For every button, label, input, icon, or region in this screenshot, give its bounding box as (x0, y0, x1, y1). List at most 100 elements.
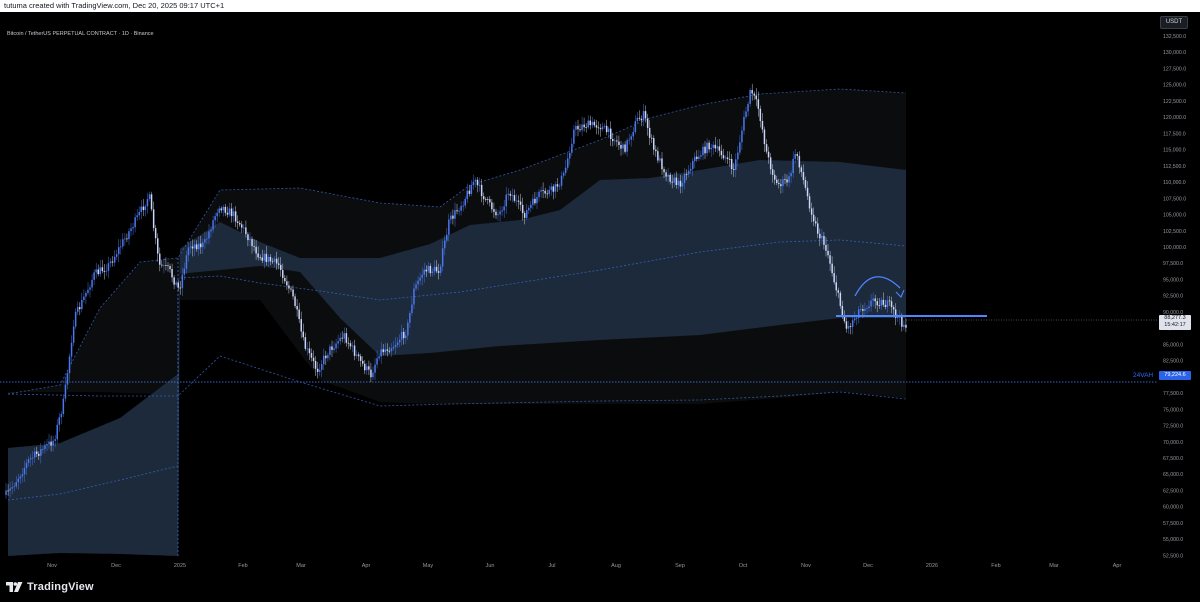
candle (124, 233, 126, 246)
candle (837, 287, 839, 299)
candle (784, 173, 786, 185)
candle (191, 239, 194, 257)
candle (831, 256, 833, 277)
candlesticks (5, 83, 907, 499)
candle (347, 337, 350, 349)
candle (204, 231, 206, 250)
candle (154, 224, 157, 245)
candle (575, 121, 577, 137)
candle (657, 147, 659, 164)
time-tick-label: Sep (675, 563, 685, 569)
candle (128, 228, 130, 246)
tradingview-logo[interactable]: TradingView (6, 580, 94, 594)
candle (294, 293, 296, 309)
currency-badge[interactable]: USDT (1160, 16, 1188, 29)
candle (872, 292, 874, 307)
price-scale[interactable]: 132,500.0 130,000.0 127,500.0 125,000.0 122,… (1163, 34, 1186, 559)
candle (148, 191, 151, 202)
symbol-legend[interactable]: Bitcoin / TetherUS PERPETUAL CONTRACT · … (7, 31, 154, 37)
candle (284, 274, 286, 284)
time-tick-label: Dec (863, 563, 873, 569)
candle (495, 208, 497, 219)
candle (343, 327, 345, 344)
candle (630, 134, 632, 147)
candle (15, 476, 17, 489)
candle (292, 285, 294, 300)
candle (306, 342, 309, 356)
candle (169, 263, 171, 273)
candle (671, 174, 673, 189)
candle (874, 294, 876, 309)
time-tick-label: Apr (362, 563, 371, 569)
candle (9, 482, 11, 498)
candle (331, 340, 333, 357)
volume-profile-bands (8, 89, 906, 556)
candle (607, 126, 610, 139)
candle (130, 223, 132, 237)
candle (823, 232, 825, 250)
candle (359, 353, 362, 367)
candle (115, 249, 118, 260)
candle (136, 209, 138, 221)
candle (501, 206, 503, 216)
candle (694, 152, 696, 169)
candle (689, 162, 692, 174)
candle (815, 216, 817, 227)
candle (458, 207, 460, 216)
candle (400, 324, 403, 346)
arc-drawing[interactable] (854, 276, 901, 297)
candle (704, 141, 706, 160)
candle (255, 240, 257, 260)
candle (696, 150, 698, 162)
candle (687, 165, 690, 178)
candle (150, 191, 153, 212)
candle (503, 199, 505, 218)
candle (277, 257, 280, 270)
candle (774, 170, 776, 185)
candle (564, 159, 567, 176)
candle (905, 318, 907, 333)
candle (429, 263, 432, 277)
candle (757, 91, 760, 117)
candle (68, 353, 71, 381)
price-chart[interactable]: 132,500.0 130,000.0 127,500.0 125,000.0 122,… (0, 12, 1200, 572)
candle (357, 352, 360, 362)
candle (558, 183, 561, 190)
vah-line-label: 24VAH (1133, 372, 1154, 379)
candle (36, 446, 38, 457)
candle (21, 468, 24, 483)
candle (480, 178, 483, 203)
candle (796, 152, 798, 161)
candle (821, 228, 823, 245)
candle (70, 335, 73, 364)
candle (546, 189, 548, 199)
candle (595, 119, 598, 135)
candle (103, 264, 106, 280)
candle (456, 203, 458, 215)
candle (882, 292, 885, 307)
candle (864, 302, 866, 317)
candle (876, 298, 878, 313)
candle (763, 126, 766, 152)
candle (794, 148, 796, 164)
candle (181, 267, 184, 296)
candle (683, 168, 686, 190)
candle (210, 226, 212, 238)
candle (485, 197, 487, 202)
time-tick-label: Jul (548, 563, 555, 569)
candle (560, 171, 563, 190)
candle (179, 281, 181, 295)
candle (208, 224, 210, 244)
candle (290, 286, 292, 292)
candle (679, 174, 682, 194)
candle (597, 121, 600, 135)
candle (152, 201, 155, 232)
candle (48, 434, 50, 449)
candle (655, 145, 657, 157)
candle (538, 189, 540, 202)
time-scale[interactable]: Nov Dec 2025 Feb Mar Apr May Jun Jul Aug Sep Oct Nov… (47, 563, 1121, 569)
candle (226, 206, 229, 218)
candle (345, 327, 348, 347)
candle (808, 193, 811, 212)
candle (743, 110, 745, 135)
